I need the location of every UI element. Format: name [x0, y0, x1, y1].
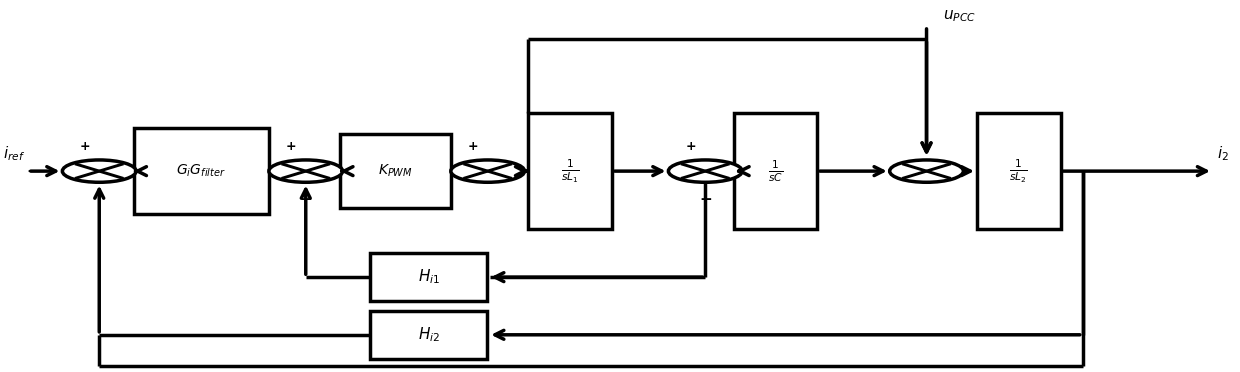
Text: +: + — [686, 140, 696, 153]
Circle shape — [889, 160, 963, 182]
Circle shape — [269, 160, 342, 182]
Text: $\frac{1}{sL_1}$: $\frac{1}{sL_1}$ — [560, 157, 579, 185]
Text: −: − — [299, 192, 312, 207]
Bar — [528, 113, 611, 229]
Text: −: − — [699, 192, 712, 207]
Text: $i_{ref}$: $i_{ref}$ — [4, 144, 26, 163]
Circle shape — [668, 160, 743, 182]
Text: $u_{PCC}$: $u_{PCC}$ — [942, 9, 976, 24]
Text: $i_2$: $i_2$ — [1216, 144, 1229, 163]
Text: −: − — [539, 163, 552, 177]
Bar — [371, 253, 487, 301]
Text: $H_{i1}$: $H_{i1}$ — [418, 268, 440, 286]
Bar — [977, 113, 1060, 229]
Text: +: + — [467, 140, 479, 153]
Bar — [134, 128, 269, 214]
Circle shape — [62, 160, 136, 182]
Bar — [734, 113, 817, 229]
Text: $\frac{1}{sC}$: $\frac{1}{sC}$ — [768, 158, 782, 184]
Circle shape — [451, 160, 525, 182]
Text: −: − — [26, 164, 40, 179]
Text: $K_{PWM}$: $K_{PWM}$ — [378, 163, 413, 179]
Text: $H_{i2}$: $H_{i2}$ — [418, 326, 440, 344]
Text: $\frac{1}{sL_2}$: $\frac{1}{sL_2}$ — [1009, 157, 1028, 185]
Text: −: − — [978, 163, 991, 177]
Text: +: + — [79, 140, 89, 153]
Bar — [371, 311, 487, 359]
Text: $G_iG_{filter}$: $G_iG_{filter}$ — [176, 163, 226, 179]
Bar — [340, 134, 451, 208]
Text: +: + — [285, 140, 296, 153]
